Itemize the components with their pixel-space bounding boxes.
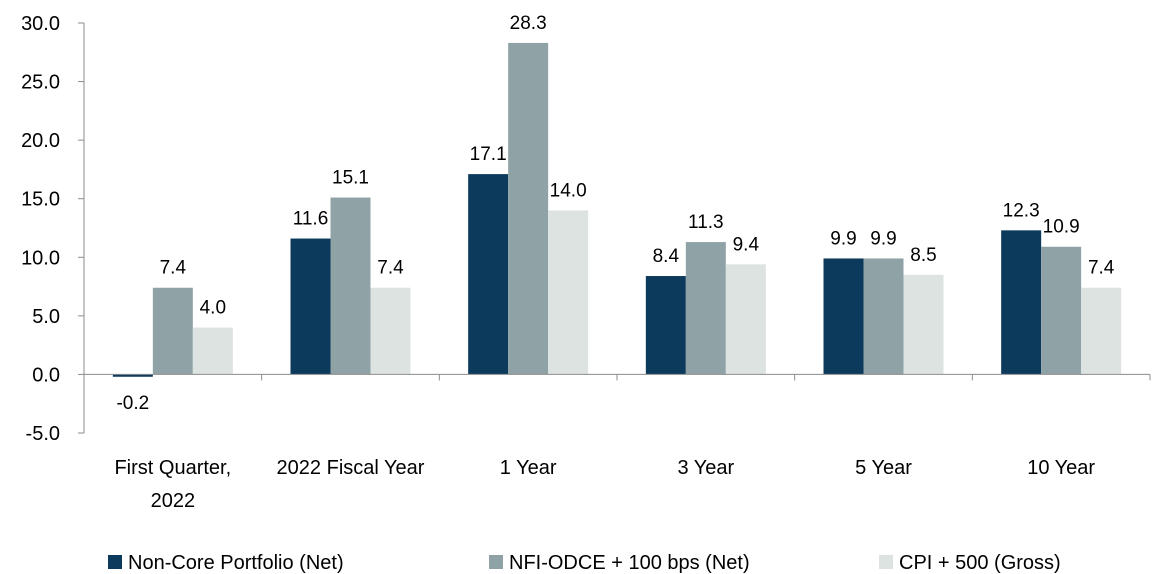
- bar: [725, 264, 766, 375]
- data-label: 7.4: [1088, 258, 1115, 279]
- y-tick-label: 30.0: [21, 13, 60, 35]
- bar: [863, 258, 904, 375]
- data-label: 15.1: [332, 168, 369, 189]
- legend-swatch: [108, 555, 122, 569]
- legend-label: CPI + 500 (Gross): [899, 552, 1061, 574]
- x-tick-label: 2022 Fiscal Year: [277, 457, 425, 479]
- bar: [468, 174, 509, 375]
- bar: [152, 287, 193, 375]
- x-tick-label: 1 Year: [500, 457, 557, 479]
- y-tick-label: 5.0: [32, 306, 60, 328]
- bar: [370, 287, 411, 375]
- bar: [823, 258, 864, 375]
- legend-label: NFI-ODCE + 100 bps (Net): [509, 552, 750, 574]
- legend-entry: Non-Core Portfolio (Net): [108, 552, 344, 574]
- bar: [1041, 246, 1082, 375]
- data-label: 9.4: [733, 234, 760, 255]
- x-tick-label: First Quarter,: [114, 457, 231, 479]
- legend-entry: NFI-ODCE + 100 bps (Net): [489, 552, 750, 574]
- bar: [1001, 230, 1042, 375]
- data-label: 10.9: [1043, 217, 1080, 238]
- x-tick-label: 3 Year: [677, 457, 734, 479]
- data-label: 14.0: [550, 180, 587, 201]
- legend-swatch: [879, 555, 893, 569]
- data-label: 7.4: [160, 258, 187, 279]
- bar: [112, 374, 153, 377]
- bar: [330, 197, 371, 375]
- data-label: 28.3: [510, 13, 547, 34]
- legend-swatch: [489, 555, 503, 569]
- bar: [1081, 287, 1122, 375]
- data-label: 9.9: [830, 228, 856, 249]
- data-label: 8.4: [653, 246, 680, 267]
- x-tick-label: 5 Year: [855, 457, 912, 479]
- data-label: 8.5: [910, 245, 936, 266]
- y-tick-label: 15.0: [21, 189, 60, 211]
- data-label: 4.0: [200, 298, 226, 319]
- x-tick-label: 2022: [151, 490, 196, 512]
- y-tick-label: -5.0: [26, 423, 60, 445]
- y-axis: -5.0 0.0 5.0 10.0 15.0 20.0 25.0 30.0: [21, 13, 85, 445]
- legend: Non-Core Portfolio (Net) NFI-ODCE + 100 b…: [108, 552, 1061, 574]
- data-label: -0.2: [116, 393, 149, 414]
- y-tick-label: 25.0: [21, 72, 60, 94]
- bar: [548, 210, 589, 375]
- data-label: 17.1: [470, 144, 507, 165]
- data-label: 11.3: [688, 212, 724, 233]
- x-axis: First Quarter, 2022 2022 Fiscal Year 1 Year…: [83, 373, 1151, 512]
- data-label: 12.3: [1003, 200, 1040, 221]
- legend-label: Non-Core Portfolio (Net): [128, 552, 344, 574]
- data-label: 11.6: [293, 209, 329, 230]
- bar: [645, 276, 686, 375]
- bar: [685, 242, 726, 375]
- data-labels: -0.2 11.6 17.1 8.4 9.9 12.3 7.4 15.1 28.3 11.3 9.9…: [116, 13, 1114, 414]
- data-label: 7.4: [377, 258, 404, 279]
- bar: [903, 274, 944, 375]
- legend-entry: CPI + 500 (Gross): [879, 552, 1061, 574]
- bar: [290, 238, 331, 375]
- bar: [192, 327, 233, 375]
- y-tick-label: 20.0: [21, 130, 60, 152]
- bars: [112, 42, 1122, 377]
- y-tick-label: 0.0: [32, 364, 60, 386]
- y-tick-label: 10.0: [21, 247, 60, 269]
- data-label: 9.9: [870, 228, 896, 249]
- bar: [508, 42, 549, 375]
- x-tick-label: 10 Year: [1027, 457, 1095, 479]
